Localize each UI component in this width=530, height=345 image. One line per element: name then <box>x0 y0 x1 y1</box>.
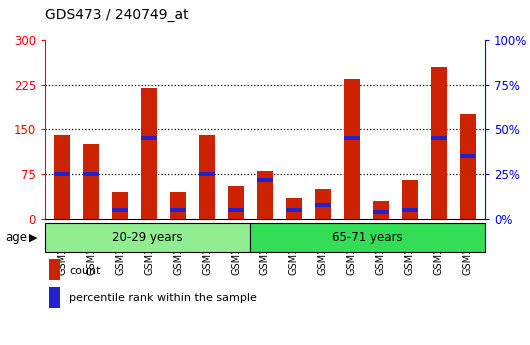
Text: percentile rank within the sample: percentile rank within the sample <box>69 293 257 303</box>
Bar <box>344 79 360 219</box>
Bar <box>199 172 215 176</box>
Bar <box>286 208 302 212</box>
Bar <box>460 154 475 158</box>
Text: 20-29 years: 20-29 years <box>112 231 183 244</box>
Bar <box>55 172 70 176</box>
Bar <box>112 192 128 219</box>
Bar <box>431 136 447 140</box>
Bar <box>49 287 60 308</box>
Bar <box>315 203 331 207</box>
Bar <box>402 208 418 212</box>
Bar <box>170 208 186 212</box>
Bar <box>49 259 60 280</box>
Bar <box>373 210 388 214</box>
Bar <box>257 171 273 219</box>
Bar <box>431 67 447 219</box>
Bar <box>199 135 215 219</box>
Bar <box>402 180 418 219</box>
Bar <box>83 144 99 219</box>
Bar <box>45 223 250 252</box>
Bar <box>142 136 157 140</box>
Text: GDS473 / 240749_at: GDS473 / 240749_at <box>45 8 189 22</box>
Bar <box>142 88 157 219</box>
Text: 65-71 years: 65-71 years <box>332 231 403 244</box>
Text: count: count <box>69 266 101 276</box>
Bar <box>228 208 244 212</box>
Bar <box>83 172 99 176</box>
Bar <box>257 178 273 182</box>
Bar <box>286 198 302 219</box>
Text: age: age <box>5 231 28 244</box>
Bar <box>344 136 360 140</box>
Bar <box>170 192 186 219</box>
Bar <box>315 189 331 219</box>
Bar <box>250 223 485 252</box>
Bar <box>55 135 70 219</box>
Bar <box>460 115 475 219</box>
Text: ▶: ▶ <box>29 232 38 242</box>
Bar <box>228 186 244 219</box>
Bar <box>112 208 128 212</box>
Bar <box>373 201 388 219</box>
